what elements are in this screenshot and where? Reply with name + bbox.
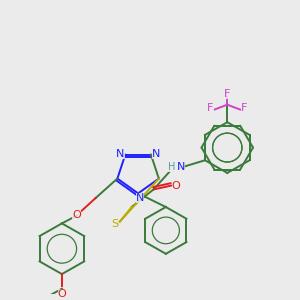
Text: O: O [172, 181, 181, 190]
Text: H: H [168, 162, 175, 172]
Text: N: N [152, 148, 160, 159]
Text: F: F [224, 89, 230, 99]
Text: F: F [241, 103, 247, 112]
Text: N: N [136, 193, 144, 203]
Text: S: S [111, 219, 118, 229]
Text: O: O [58, 289, 66, 298]
Text: O: O [72, 210, 81, 220]
Text: F: F [207, 103, 214, 112]
Text: N: N [177, 162, 185, 172]
Text: N: N [116, 148, 124, 159]
